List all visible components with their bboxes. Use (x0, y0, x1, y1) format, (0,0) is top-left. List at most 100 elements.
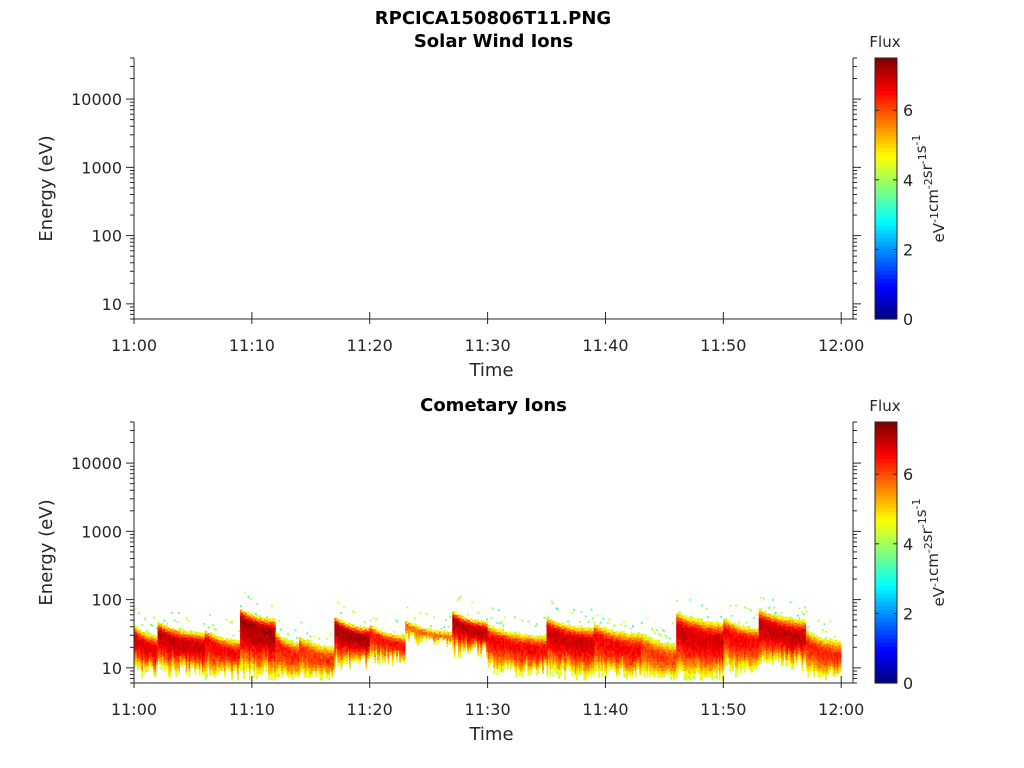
heatmap-cell (528, 668, 531, 673)
heatmap-cell (375, 633, 378, 638)
heatmap-cell (689, 658, 692, 662)
heatmap-cell (573, 665, 575, 670)
heatmap-cell (142, 638, 145, 642)
heatmap-cell (256, 663, 259, 667)
heatmap-cell (184, 658, 186, 662)
heatmap-cell (153, 662, 155, 667)
heatmap-cell (472, 638, 475, 642)
heatmap-cell (692, 663, 695, 668)
heatmap-cell (332, 656, 335, 661)
heatmap-cell (655, 657, 658, 662)
heatmap-cell (634, 655, 637, 659)
heatmap-cell (527, 647, 530, 652)
heatmap-cell (543, 637, 546, 642)
heatmap-cell (346, 645, 348, 650)
heatmap-cell (241, 642, 244, 646)
heatmap-cell (664, 669, 667, 674)
heatmap-cell (458, 630, 460, 634)
heatmap-cell (231, 655, 234, 659)
heatmap-cell (487, 636, 490, 641)
heatmap-cell (201, 631, 204, 636)
heatmap-cell (682, 646, 684, 650)
heatmap-cell (216, 660, 219, 664)
heatmap-cell (499, 656, 502, 660)
heatmap-cell (626, 672, 628, 677)
heatmap-cell (536, 663, 538, 667)
heatmap-cell (179, 640, 182, 644)
heatmap-cell (384, 652, 387, 657)
heatmap-cell (620, 650, 622, 654)
heatmap-cell (515, 643, 518, 648)
heatmap-cell (542, 661, 544, 665)
heatmap-cell (514, 668, 516, 673)
heatmap-cell (228, 640, 231, 644)
colorbar-swatch (875, 66, 897, 71)
heatmap-cell (567, 634, 569, 638)
heatmap-cell (639, 647, 642, 651)
heatmap-cell (384, 649, 387, 654)
heatmap-cell (687, 617, 690, 621)
heatmap-cell (651, 671, 653, 675)
heatmap-cell (605, 636, 608, 641)
x-tick-label: 11:40 (582, 336, 628, 355)
heatmap-cell (273, 618, 276, 622)
heatmap-cell (487, 649, 490, 653)
heatmap-cell (210, 665, 213, 670)
y-tick-label: 10000 (71, 90, 122, 109)
heatmap-cell (167, 630, 170, 634)
heatmap-cell (629, 670, 631, 675)
heatmap-cell (564, 664, 566, 669)
heatmap-cell (615, 667, 618, 672)
heatmap-cell (322, 649, 325, 653)
heatmap-cell (206, 655, 208, 659)
heatmap-cell (397, 650, 400, 654)
heatmap-cell (690, 652, 693, 657)
heatmap-cell (297, 670, 300, 675)
heatmap-cell (396, 656, 399, 660)
heatmap-cell (297, 643, 300, 647)
heatmap-cell (567, 661, 569, 666)
heatmap-cell (369, 652, 372, 657)
heatmap-cell (646, 646, 649, 650)
heatmap-cell (175, 672, 178, 677)
heatmap-cell (483, 633, 485, 637)
heatmap-cell (637, 656, 640, 660)
heatmap-cell (372, 647, 375, 651)
heatmap-cell (250, 625, 253, 630)
heatmap-cell (410, 628, 413, 633)
heatmap-cell (604, 644, 606, 649)
heatmap-cell (248, 612, 251, 616)
heatmap-cell (471, 625, 474, 629)
heatmap-cell (652, 658, 655, 662)
heatmap-cell (201, 653, 204, 657)
colorbar-swatch (875, 217, 897, 222)
heatmap-cell (371, 647, 373, 651)
heatmap-cell (525, 637, 528, 641)
colorbar-swatch (875, 314, 897, 320)
heatmap-cell (685, 627, 687, 632)
heatmap-cell (216, 651, 219, 655)
heatmap-cell (530, 647, 533, 651)
heatmap-speckle (138, 612, 141, 615)
heatmap-cell (212, 649, 214, 654)
heatmap-cell (546, 667, 549, 672)
heatmap-cell (626, 660, 628, 665)
heatmap-cell (559, 632, 562, 637)
heatmap-cell (341, 650, 344, 655)
heatmap-cell (468, 647, 471, 652)
heatmap-cell (509, 647, 512, 651)
heatmap-cell (576, 676, 578, 681)
heatmap-cell (378, 661, 381, 665)
heatmap-cell (229, 638, 232, 642)
heatmap-cell (347, 656, 350, 660)
heatmap-cell (144, 666, 147, 671)
heatmap-cell (178, 640, 180, 644)
heatmap-cell (142, 650, 145, 655)
heatmap-cell (497, 652, 500, 657)
heatmap-cell (257, 665, 260, 669)
heatmap-cell (583, 630, 586, 635)
heatmap-cell (658, 646, 661, 650)
heatmap-cell (477, 625, 480, 629)
heatmap-cell (578, 640, 581, 644)
